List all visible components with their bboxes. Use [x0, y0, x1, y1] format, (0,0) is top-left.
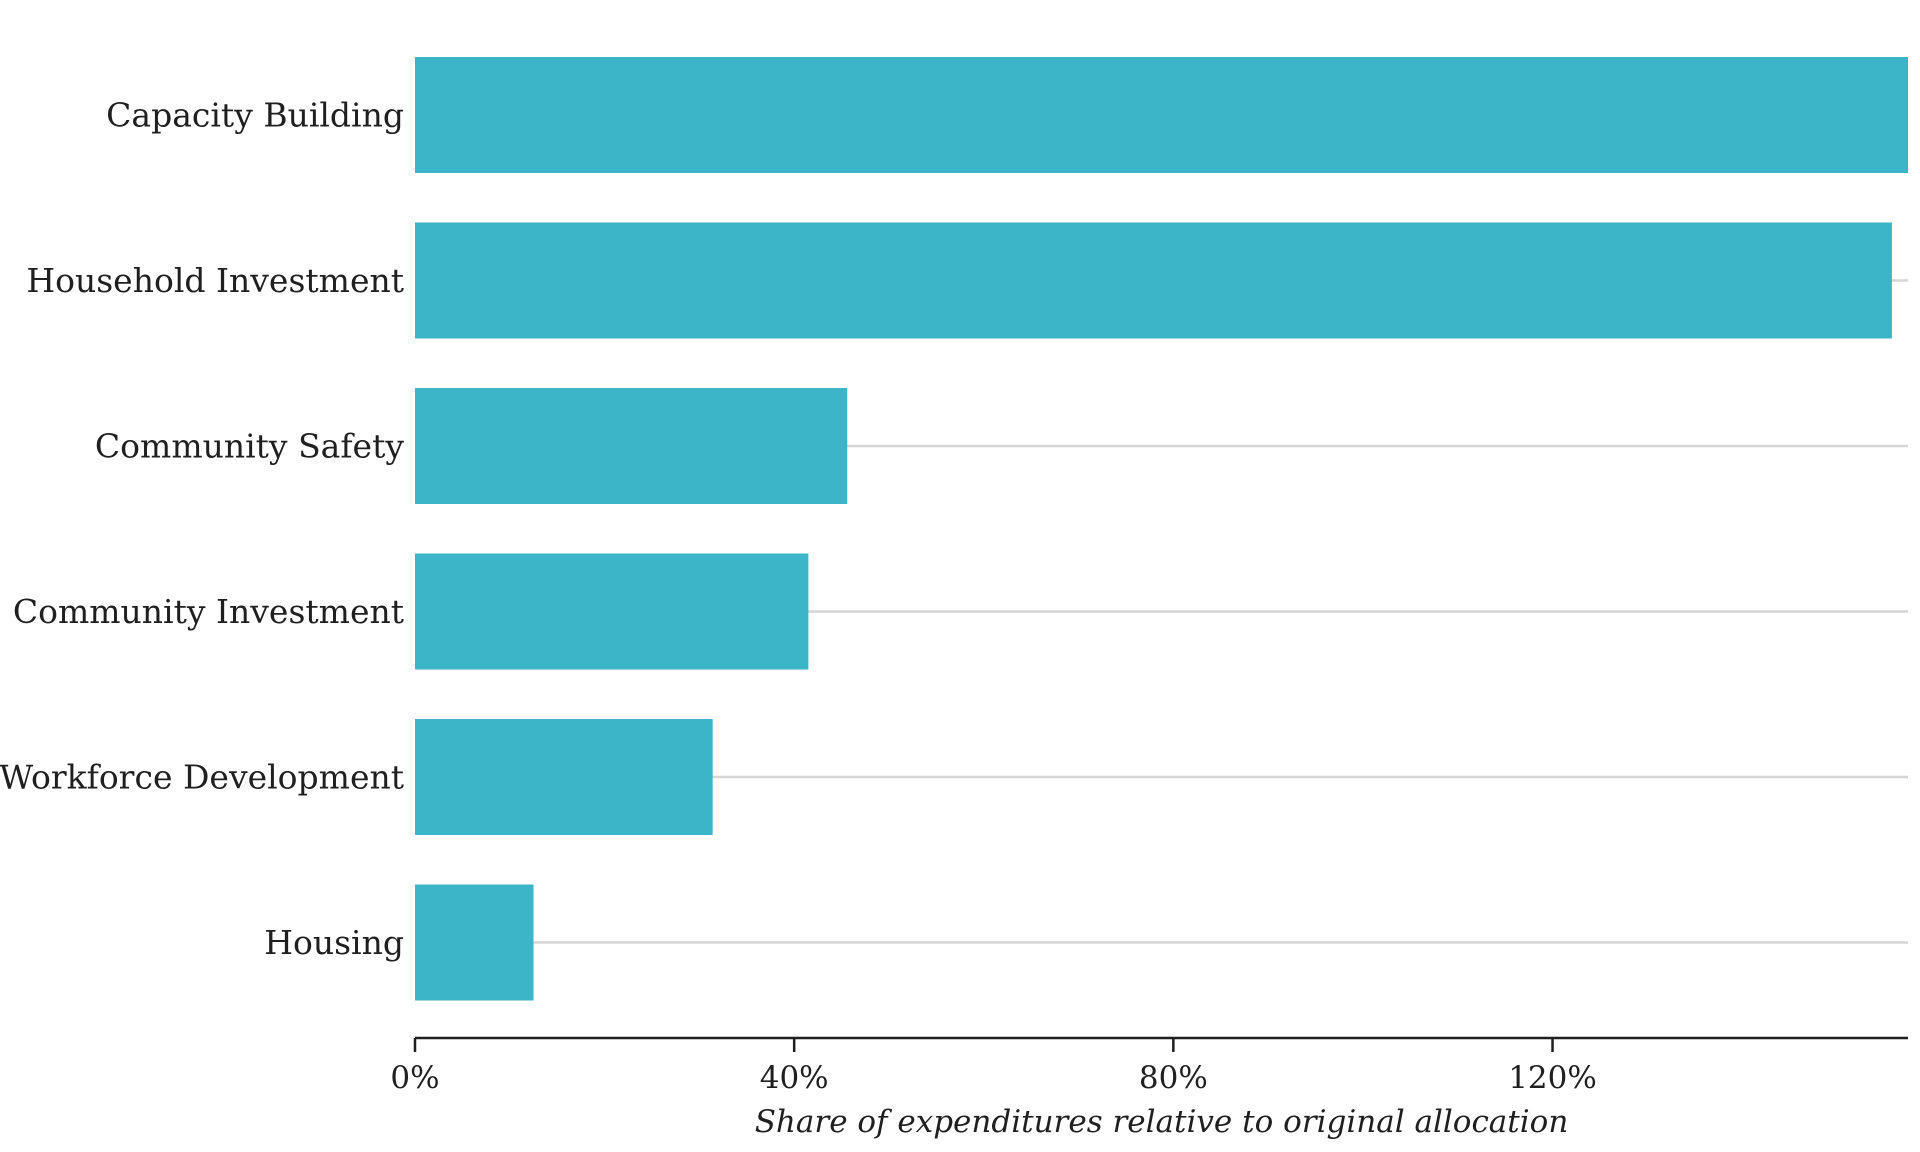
bars	[415, 57, 1908, 1001]
x-axis: 0% 40% 80% 120%	[390, 1036, 1908, 1096]
category-label: Community Investment	[13, 592, 404, 631]
category-label: Housing	[264, 923, 404, 962]
x-tick-label: 80%	[1139, 1060, 1208, 1096]
category-label: Capacity Building	[106, 96, 404, 135]
bar-community-investment	[415, 553, 809, 670]
category-label: Workforce Development	[0, 758, 404, 797]
category-label: Household Investment	[26, 261, 404, 300]
bar-community-safety	[415, 388, 848, 504]
x-tick-label: 120%	[1508, 1060, 1597, 1096]
bar-capacity-building	[415, 57, 1908, 173]
x-axis-title: Share of expenditures relative to origin…	[755, 1104, 1569, 1140]
category-labels: Capacity Building Household Investment Com…	[0, 96, 404, 963]
bar-workforce-development	[415, 719, 713, 835]
x-tick-label: 0%	[390, 1060, 439, 1096]
bar-household-investment	[415, 222, 1892, 339]
category-label: Community Safety	[95, 427, 404, 466]
x-tick-label: 40%	[760, 1060, 829, 1096]
bar-housing	[415, 884, 534, 1001]
